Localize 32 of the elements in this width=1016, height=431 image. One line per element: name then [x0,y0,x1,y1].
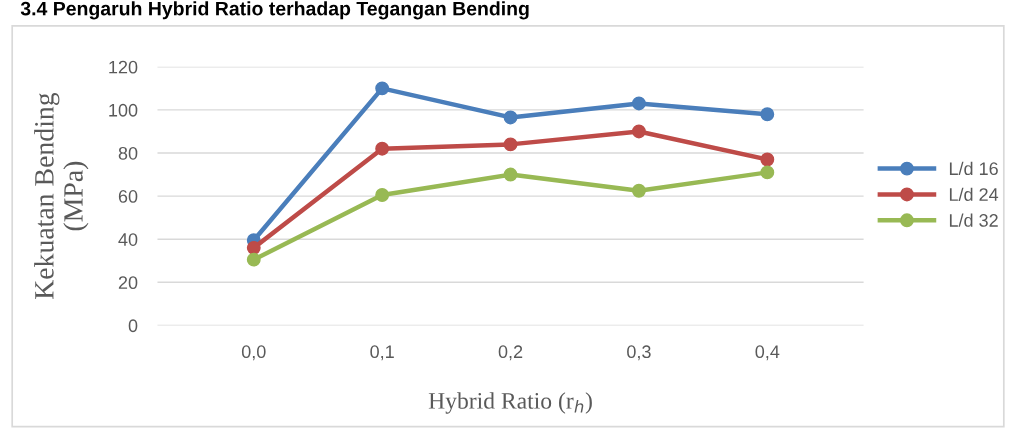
point [760,165,775,180]
point [246,252,261,267]
y-tick-label: 0 [128,319,138,333]
point [631,124,646,139]
y-tick-label: 120 [109,60,138,74]
x-tick-label: 0,4 [755,345,780,361]
x-axis-title: Hybrid Ratio (r$_{h}$) [428,392,592,414]
point [631,183,646,198]
point [760,152,775,167]
y-tick-label: 20 [118,276,138,290]
y-tick-label: 100 [109,103,138,117]
y-tick-label: 80 [118,146,138,160]
point [246,240,261,255]
point [503,110,518,125]
y-axis-title: Kekuatan Bending (MPa) [34,92,89,300]
x-tick-label: 0,3 [627,345,651,361]
point [375,81,390,96]
y-tick-label: 40 [118,233,138,246]
chart-title: 3.4 Pengaruh Hybrid Ratio terhadap Tegangan Bending [20,1,529,20]
point [375,141,390,156]
x-tick-label: 0,1 [370,345,394,361]
legend-label: L/d 24 [949,187,999,201]
point [631,96,646,111]
point [503,137,518,152]
x-tick-label: 0,2 [498,345,523,361]
legend-label: L/d 16 [949,161,998,176]
legend-label: L/d 32 [949,213,998,227]
point [760,107,775,122]
point [503,167,518,182]
point [375,188,390,202]
x-tick-label: 0,0 [241,345,266,361]
y-tick-label: 60 [118,190,138,203]
